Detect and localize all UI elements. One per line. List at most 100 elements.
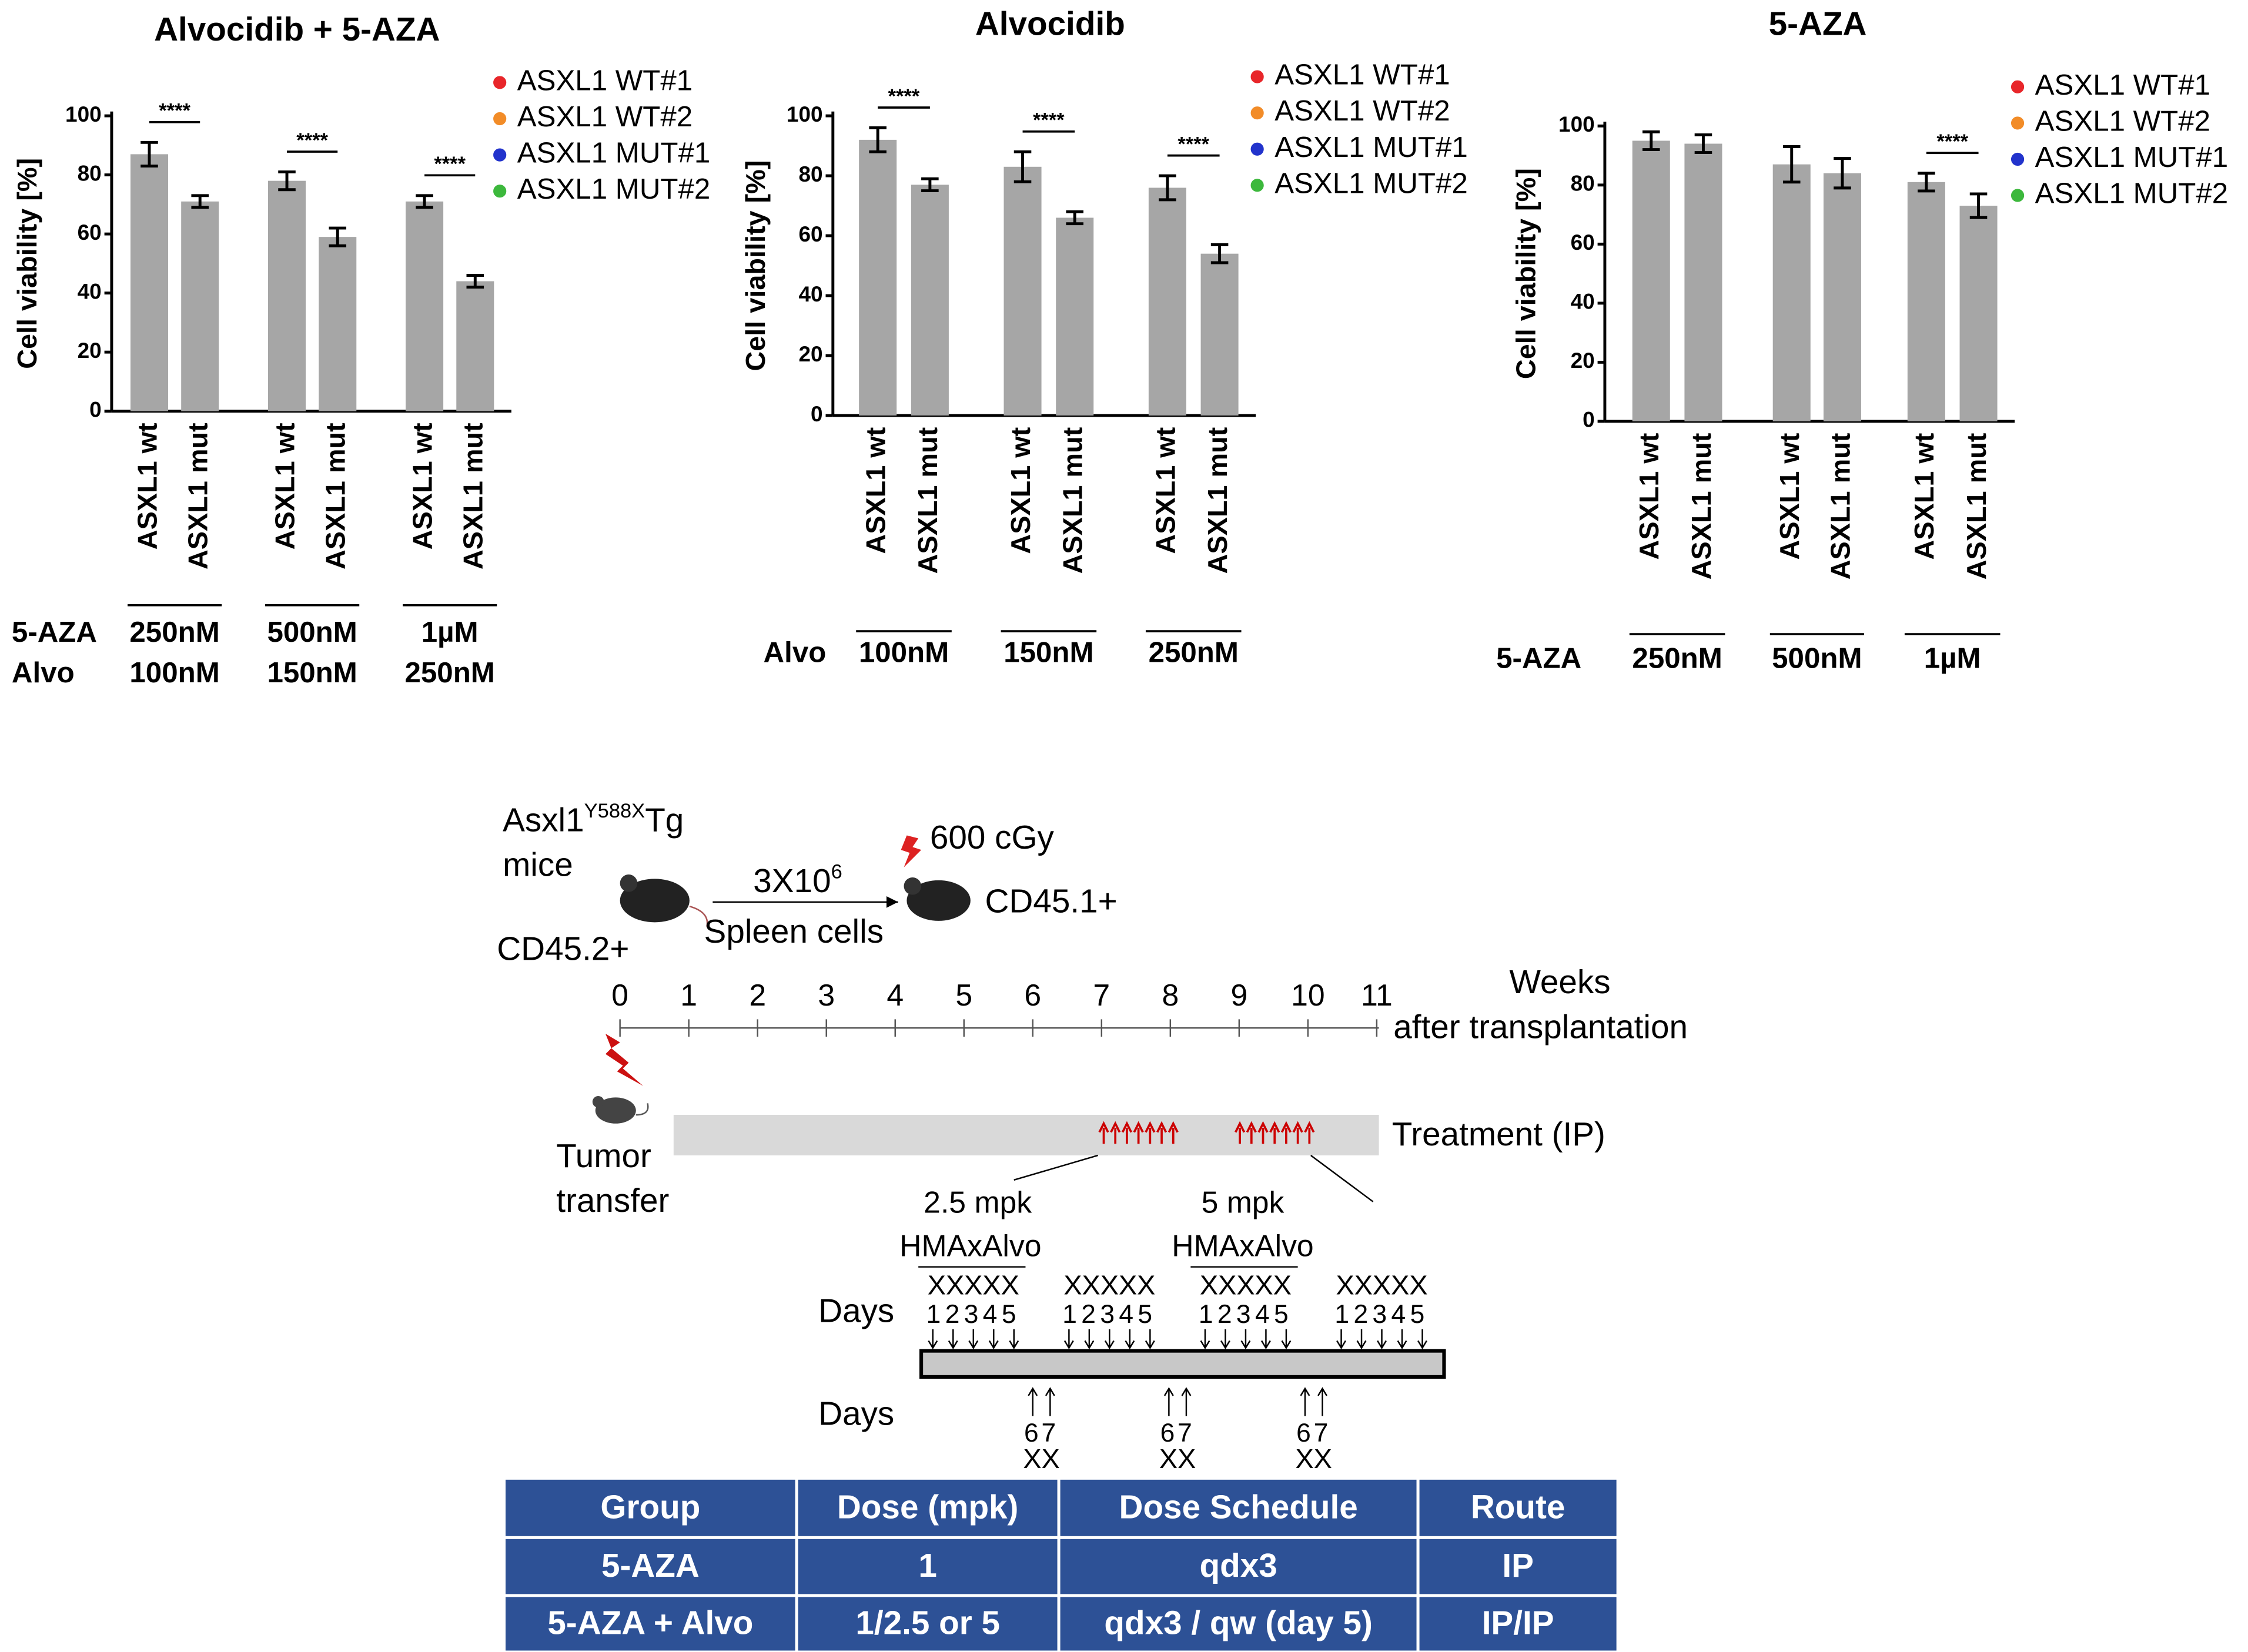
red-arrow [1156,1121,1168,1144]
y-tick-label: 0 [811,402,823,426]
day-arrow [1377,1329,1387,1350]
donor-line2: mice [503,847,573,884]
legend-label: ASXL1 WT#1 [517,64,693,96]
day-arrow [1125,1329,1135,1350]
x-tick-label: ASXL1 wt [1634,433,1664,559]
x-tick-label: ASXL1 mut [1825,433,1855,579]
y-tick-label: 60 [1571,230,1595,254]
combo-low: HMAxAlvo [899,1228,1041,1262]
red-arrow [1292,1121,1303,1144]
day-arrow [1084,1329,1095,1350]
x-tick-label: ASXL1 mut [183,423,213,569]
error-bar [921,177,939,193]
bar [456,281,494,411]
timeline-label: 2 [749,978,766,1012]
cells-count: 3X106 [753,861,842,900]
day-arrow [1145,1329,1155,1350]
error-bar [1210,243,1229,264]
significance-label: **** [888,85,920,108]
red-arrow [1235,1121,1246,1144]
error-bar [140,140,158,167]
table-text: qdx3 [1200,1547,1277,1584]
red-arrow [1133,1121,1144,1144]
dose-marks: XXXXX [1336,1270,1427,1301]
callout-line [1013,1154,1099,1181]
table-cell [503,1594,798,1652]
day-arrow [1220,1329,1230,1350]
error-bar [1013,150,1032,183]
timeline-label: 3 [818,978,835,1012]
dose-marks: XXXXX [1200,1270,1292,1301]
legend-label: ASXL1 WT#2 [1274,95,1450,127]
red-arrow [1269,1121,1280,1144]
y-tick-label: 40 [78,279,102,303]
combo-high: HMAxAlvo [1172,1228,1313,1262]
group-label: 250nM [1149,636,1239,669]
table-header: Dose (mpk) [837,1489,1019,1526]
legend-marker [491,110,508,127]
treatment-bar [673,1114,1379,1155]
red-arrow [1110,1121,1121,1144]
group-label: 250nM [1632,642,1722,674]
y-axis-label: Cell viability [%] [740,160,771,371]
error-bar [1918,172,1935,193]
legend-label: ASXL1 MUT#1 [2035,141,2229,173]
significance-label: **** [434,153,466,175]
table-header: Dose Schedule [1119,1489,1358,1526]
dose-marks: XX [1296,1443,1332,1474]
group-row-label: 5-AZA [1496,642,1581,674]
legend-marker [1249,69,1266,85]
day-arrow [1281,1329,1292,1350]
y-tick-label: 80 [798,162,822,186]
allele: Y588X [584,800,645,822]
bar [1056,217,1094,416]
arrowhead [886,896,898,908]
exp: 6 [831,861,842,883]
table-text: 5-AZA [601,1547,700,1584]
red-arrow [1280,1121,1292,1144]
error-bar [1782,145,1801,184]
table-cell [795,1536,1061,1597]
group-label: 500nM [1772,642,1862,674]
legend-marker [1249,177,1266,193]
day-arrow [948,1329,958,1350]
legend-label: ASXL1 MUT#2 [1274,167,1468,199]
recipient-marker: CD45.1+ [985,883,1117,920]
y-tick-label: 80 [1571,172,1595,196]
y-tick-label: 40 [798,282,822,306]
x-tick-label: ASXL1 mut [1686,433,1717,579]
group-label: 1µM [1924,642,1981,674]
base: 3X10 [753,863,831,900]
day-arrow [1200,1329,1210,1350]
group-label: 1µM [421,616,479,648]
table-cell [1057,1594,1420,1652]
day-numbers: 67 [1024,1419,1059,1447]
y-axis-label: Cell viability [%] [12,158,42,369]
legend-label: ASXL1 WT#2 [517,100,693,133]
red-arrow [1168,1121,1179,1144]
bar [1200,253,1239,416]
table-cell [1416,1476,1620,1539]
bar [267,180,306,411]
x-tick-label: ASXL1 wt [1774,433,1805,559]
table-cell [1057,1536,1420,1597]
error-bar [1694,133,1712,155]
x-tick-label: ASXL1 wt [407,423,437,549]
dose-marks: XXXXX [928,1270,1019,1301]
group-label: 100nM [129,656,219,689]
timeline-unit2: after transplantation [1393,1009,1688,1046]
day-arrow [1417,1329,1427,1350]
y-tick-label: 60 [798,222,822,246]
red-arrow [1121,1121,1132,1144]
legend-label: ASXL1 MUT#1 [517,137,711,169]
x-tick-label: ASXL1 wt [861,427,891,554]
timeline-label: 6 [1024,978,1041,1012]
timeline-label: 10 [1291,978,1325,1012]
legend-marker [2009,115,2026,131]
dose-label: 600 cGy [930,819,1055,856]
timeline-label: 5 [955,978,972,1012]
significance-label: **** [1936,130,1968,153]
bar [319,237,357,411]
day-arrow [1163,1387,1174,1416]
